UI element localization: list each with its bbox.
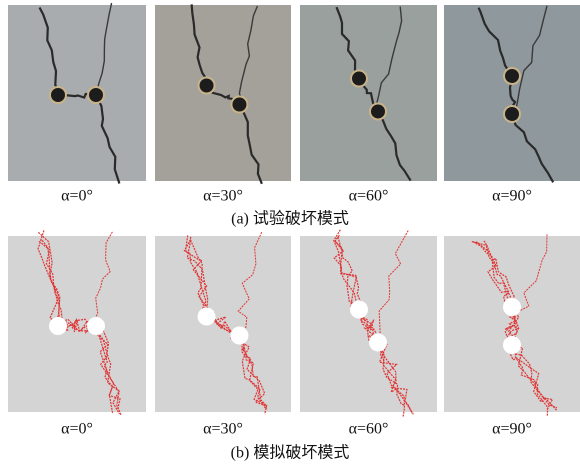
hole (504, 106, 520, 122)
specimen-background (155, 236, 291, 412)
hole (370, 103, 386, 119)
hole (88, 87, 104, 103)
caption: (b) 模拟破坏模式 (231, 444, 350, 462)
hole (199, 78, 215, 94)
figure: (a) 试验破坏模式 (b) 模拟破坏模式 α=0° α=30° α=60° α=90… (0, 0, 580, 467)
hole (351, 71, 367, 87)
hole (230, 327, 248, 345)
specimen-background (444, 5, 580, 181)
specimen-image (300, 5, 437, 181)
hole (504, 68, 520, 84)
angle-label: α=30° (203, 188, 243, 205)
specimen-background (444, 236, 580, 412)
specimen-image (444, 235, 580, 417)
hole (198, 308, 216, 326)
angle-label: α=0° (61, 188, 93, 205)
hole (503, 298, 521, 316)
specimen-image (444, 5, 580, 182)
hole (87, 317, 105, 335)
specimen-image (8, 3, 146, 184)
hole (350, 301, 368, 319)
specimen-background (300, 236, 437, 412)
angle-label: α=60° (349, 188, 389, 205)
hole (50, 87, 66, 103)
caption: (a) 试验破坏模式 (231, 210, 349, 228)
hole (503, 336, 521, 354)
angle-label: α=90° (492, 188, 532, 205)
hole (369, 333, 387, 351)
angle-label: α=90° (492, 421, 532, 438)
specimen-image (155, 232, 291, 414)
specimen-image (300, 230, 437, 417)
hole (231, 97, 247, 113)
specimen-image (8, 230, 146, 415)
angle-label: α=0° (61, 421, 93, 438)
hole (49, 317, 67, 335)
specimen-image (155, 4, 291, 183)
angle-label: α=30° (203, 421, 243, 438)
specimen-background (155, 5, 291, 181)
angle-label: α=60° (349, 421, 389, 438)
specimen-background (8, 5, 146, 181)
